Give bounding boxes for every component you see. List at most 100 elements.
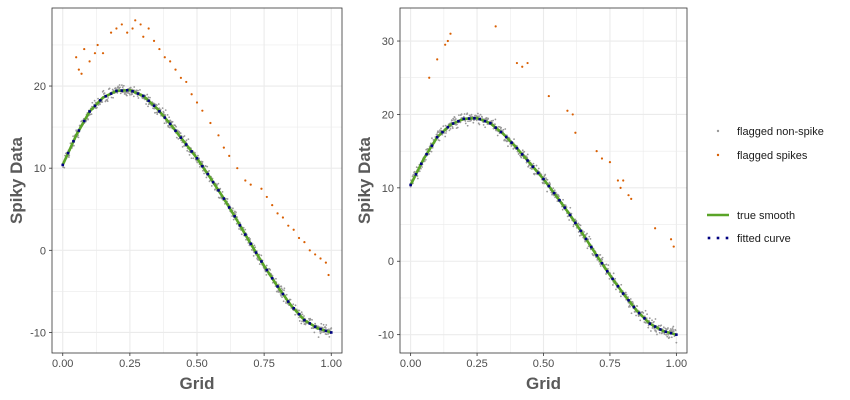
nonspike-point [146,93,149,96]
nonspike-point [166,113,169,116]
nonspike-point [232,207,234,210]
fitted-curve-point [489,121,492,125]
nonspike-point [254,246,257,249]
nonspike-point [552,187,555,190]
fitted-curve-point [131,89,134,93]
fitted-curve-point [531,165,535,168]
fitted-curve-point [184,143,188,146]
nonspike-point [653,320,655,323]
spike-point [276,212,279,215]
nonspike-point [451,127,454,130]
nonspike-point [436,133,439,136]
nonspike-point [235,211,237,214]
legend-label: flagged non-spike [737,126,824,138]
x-tick-label: 0.25 [466,358,487,370]
nonspike-point [583,231,585,233]
fitted-curve-point [510,141,513,144]
nonspike-point [445,132,447,134]
nonspike-point [175,136,178,139]
spike-point [83,47,86,51]
nonspike-point [198,165,201,168]
nonspike-point [145,103,148,105]
nonspike-point [97,97,99,100]
spike-point [209,121,212,125]
nonspike-point [444,135,447,138]
nonspike-point [110,96,113,99]
fitted-curve-point [104,94,108,98]
nonspike-point [149,96,151,99]
legend-dot-symbol [716,236,720,240]
spike-point [521,65,524,68]
nonspike-point [114,87,117,90]
nonspike-point [183,135,186,137]
nonspike-point [147,105,149,108]
spike-point [236,167,239,170]
fitted-curve-point [494,126,497,129]
nonspike-point [234,213,237,216]
spike-point [622,179,625,182]
fitted-curve-point [72,139,75,143]
nonspike-point [91,101,94,104]
nonspike-point [619,295,622,298]
nonspike-point [577,222,580,225]
x-tick-label: 0.00 [400,358,421,370]
nonspike-point [675,341,678,344]
fitted-curve-point [568,213,572,217]
nonspike-point [185,139,188,142]
nonspike-point [226,198,229,200]
spike-point [616,179,620,182]
nonspike-point [644,309,647,312]
nonspike-point [481,116,484,118]
nonspike-point [449,127,452,130]
spike-point [158,47,161,51]
spike-point [428,76,431,79]
nonspike-point [245,238,247,241]
fitted-curve-point [457,119,460,123]
spike-point [281,216,285,219]
nonspike-point [584,233,587,236]
nonspike-point [325,324,328,326]
spike-point [115,27,118,30]
fitted-curve-point [217,189,220,192]
nonspike-point [314,322,317,325]
nonspike-point [484,126,487,129]
fitted-curve-point [190,150,193,153]
nonspike-point [188,153,191,156]
nonspike-point [562,198,564,201]
nonspike-point [601,258,604,261]
right-panel: 0.00 0.25 0.50 0.75 1.00 -10 0 10 20 30 Grid Spiky … [355,7,688,393]
nonspike-point [108,87,111,90]
nonspike-point [607,264,610,267]
nonspike-point [670,336,673,339]
nonspike-point [298,309,301,312]
fitted-curve-point [574,221,577,225]
nonspike-point [186,149,189,152]
fitted-curve-point [158,110,161,113]
nonspike-point [309,318,312,321]
fitted-curve-point [648,322,652,325]
nonspike-point [328,335,331,338]
nonspike-point [116,91,119,94]
fitted-curve-point [462,117,466,121]
nonspike-point [599,263,601,265]
fitted-curve-point [195,157,199,160]
nonspike-point [448,129,451,132]
nonspike-point [666,335,669,338]
nonspike-point [283,287,286,290]
fitted-curve-point [605,269,609,273]
nonspike-point [513,138,515,141]
nonspike-point [649,330,652,332]
y-tick-label: 30 [382,36,394,48]
fitted-curve-point [206,172,210,176]
spike-point [327,273,330,277]
nonspike-point [294,313,297,316]
nonspike-point [164,109,167,112]
nonspike-point [645,321,647,324]
nonspike-point [328,328,330,331]
nonspike-point [586,232,588,235]
nonspike-point [168,116,171,119]
nonspike-point [453,116,456,119]
y-tick-label: 20 [382,109,394,121]
nonspike-point [658,331,661,334]
nonspike-point [629,305,631,308]
